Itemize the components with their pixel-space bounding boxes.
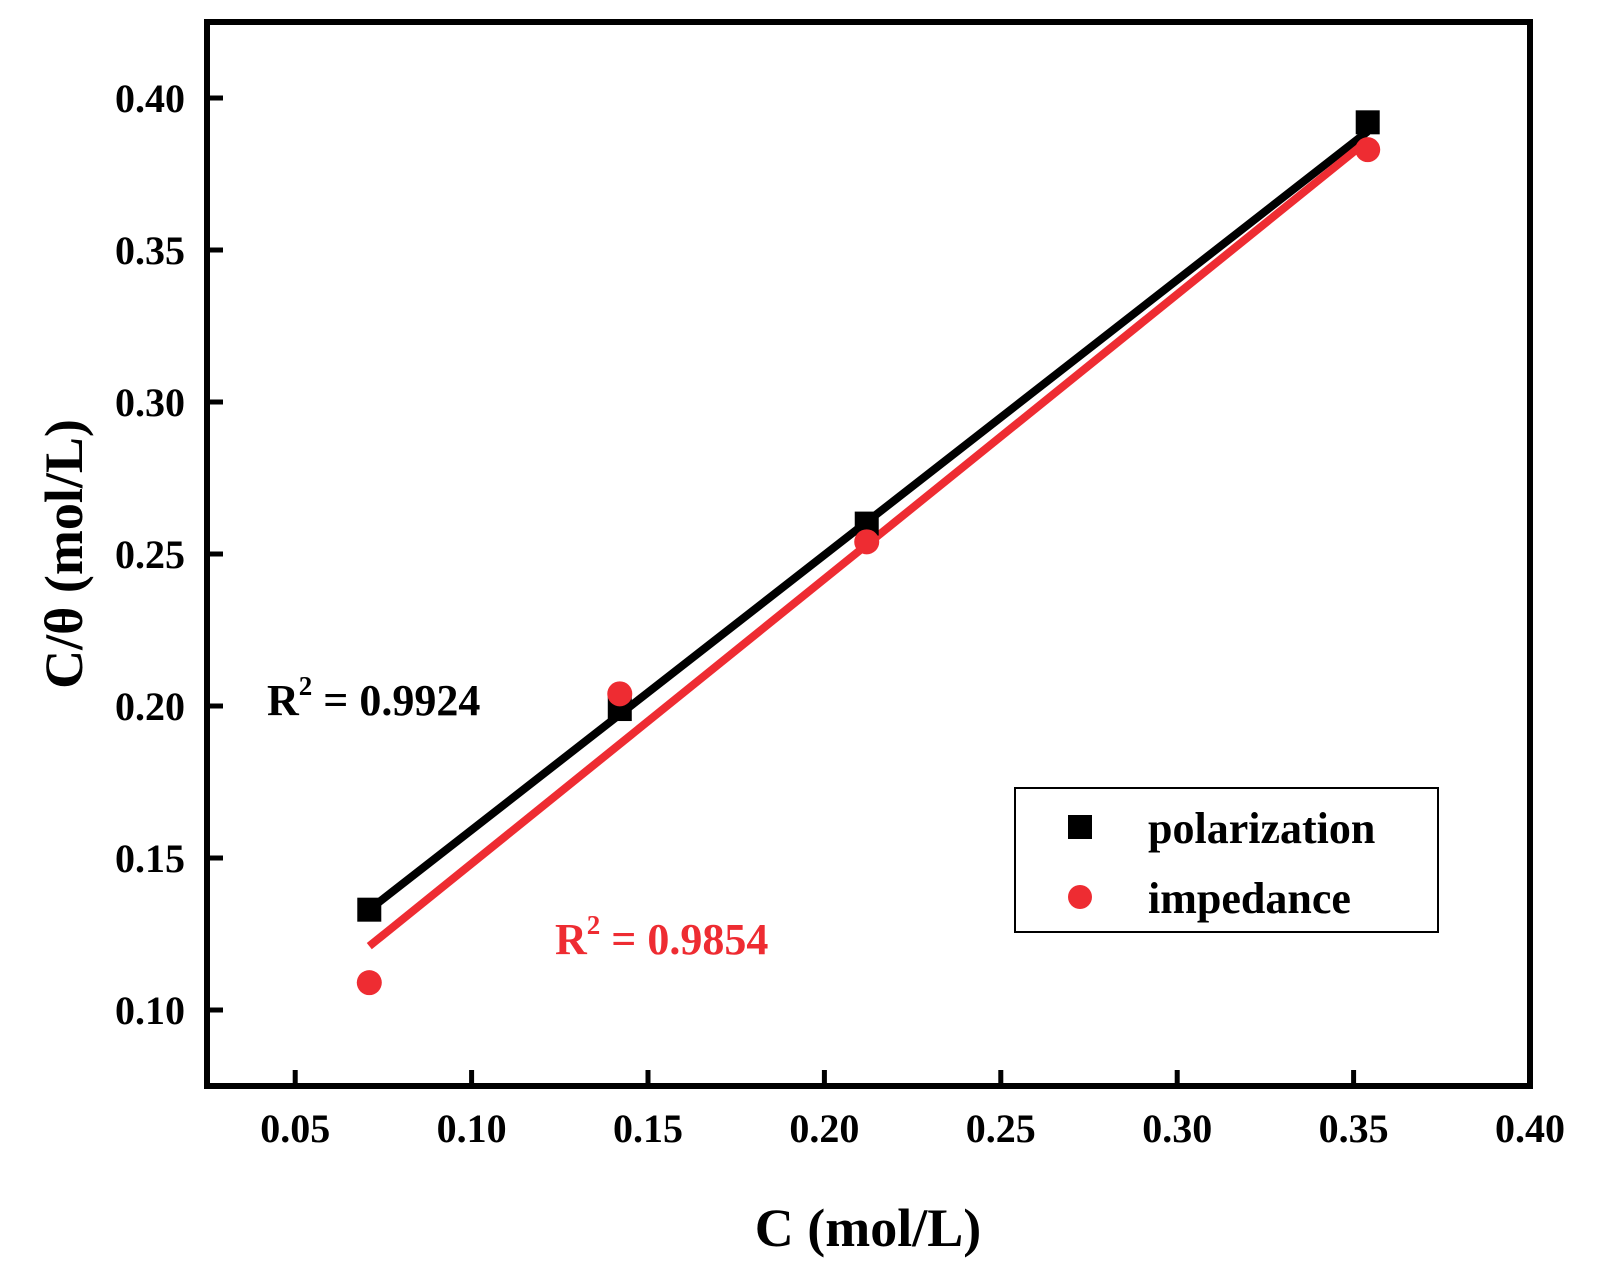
legend-label-polarization: polarization	[1148, 804, 1375, 853]
y-tick-label: 0.25	[115, 532, 185, 577]
x-tick-label: 0.05	[260, 1106, 330, 1151]
data-point-impedance	[356, 970, 382, 996]
r2-annotation-polarization: R2 = 0.9924	[267, 671, 480, 725]
data-point-impedance	[854, 529, 880, 555]
x-tick-label: 0.20	[789, 1106, 859, 1151]
y-tick-label: 0.15	[115, 836, 185, 881]
y-tick-label: 0.20	[115, 684, 185, 729]
y-tick-label: 0.30	[115, 380, 185, 425]
x-tick-label: 0.30	[1142, 1106, 1212, 1151]
data-markers	[356, 110, 1381, 996]
x-tick-label: 0.15	[613, 1106, 683, 1151]
x-tick-label: 0.25	[966, 1106, 1036, 1151]
y-axis-title: C/θ (mol/L)	[34, 419, 94, 689]
legend: polarization impedance	[1014, 787, 1439, 933]
data-point-impedance	[1355, 137, 1381, 163]
data-point-polarization	[357, 897, 382, 922]
legend-box	[1014, 787, 1439, 933]
data-point-polarization	[854, 511, 879, 536]
data-point-polarization	[1355, 110, 1380, 135]
x-tick-label: 0.10	[437, 1106, 507, 1151]
data-point-impedance	[607, 681, 633, 707]
r2-annotation-impedance: R2 = 0.9854	[555, 910, 768, 964]
legend-label-impedance: impedance	[1148, 874, 1351, 923]
x-tick-label: 0.35	[1319, 1106, 1389, 1151]
y-tick-label: 0.10	[115, 988, 185, 1033]
legend-marker-impedance	[1068, 885, 1092, 909]
x-axis-title: C (mol/L)	[755, 1198, 981, 1258]
y-tick-label: 0.35	[115, 228, 185, 273]
y-axis: 0.10 0.15 0.20 0.25 0.30 0.35 0.40	[115, 76, 223, 1033]
y-tick-label: 0.40	[115, 76, 185, 121]
legend-marker-polarization	[1068, 815, 1092, 839]
x-axis: 0.05 0.10 0.15 0.20 0.25 0.30 0.35 0.40	[260, 1070, 1565, 1151]
x-tick-label: 0.40	[1495, 1106, 1565, 1151]
